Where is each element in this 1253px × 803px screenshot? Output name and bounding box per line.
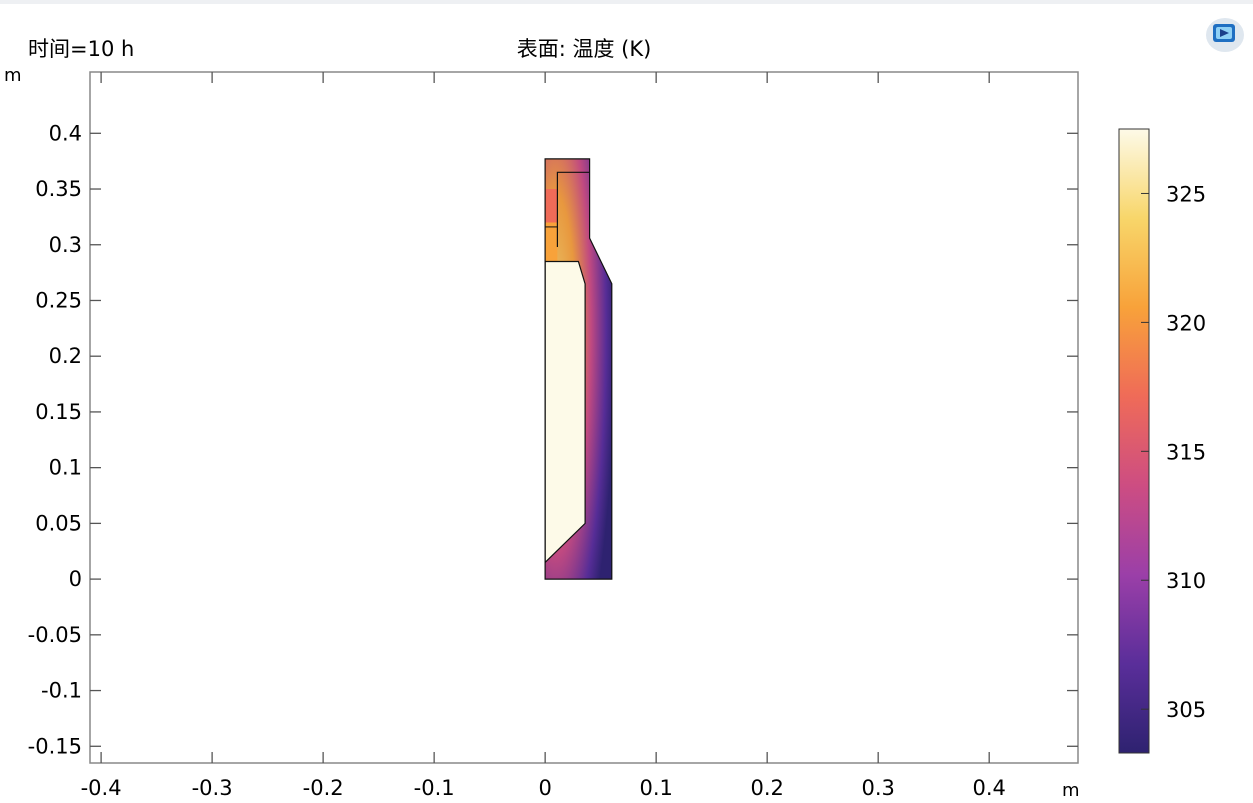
bottle-outline (544, 158, 613, 580)
top-border (0, 0, 1253, 4)
y-tick-label: 0.15 (35, 400, 82, 424)
y-tick-label: 0.25 (35, 288, 82, 312)
x-tick-label: 0.4 (972, 776, 1005, 800)
time-label: 时间=10 h (28, 37, 134, 61)
x-tick-label: -0.1 (414, 776, 455, 800)
y-tick-label: 0.3 (49, 233, 82, 257)
axis-ticks: -0.4 -0.3 -0.2 -0.1 0 0.1 0.2 0.3 0.4 -0.15 -0.1 -0… (28, 72, 1078, 800)
colorbar-tick-label: 305 (1166, 698, 1206, 722)
y-tick-label: 0.35 (35, 177, 82, 201)
x-tick-label: -0.4 (81, 776, 122, 800)
colorbar-tick-label: 310 (1166, 569, 1206, 593)
y-axis-unit: m (4, 65, 22, 86)
y-tick-label: 0.1 (49, 456, 82, 480)
headspace-warm (545, 222, 558, 262)
neck-outline (556, 171, 590, 247)
x-tick-label: -0.2 (303, 776, 344, 800)
y-tick-label: 0.4 (49, 121, 82, 145)
x-tick-label: -0.3 (192, 776, 233, 800)
y-tick-label: -0.15 (28, 734, 82, 758)
colorbar-gradient (1118, 128, 1150, 754)
colorbar-tick-label: 325 (1166, 182, 1206, 206)
colorbar: 305 310 315 320 325 (1118, 128, 1206, 754)
plot-title: 表面: 温度 (K) (517, 37, 652, 61)
liquid-region (544, 260, 586, 564)
neck-warm (545, 189, 558, 223)
colorbar-tick-label: 320 (1166, 311, 1206, 335)
x-tick-label: 0.2 (750, 776, 783, 800)
x-axis-unit: m (1062, 780, 1080, 801)
colorbar-tick-label: 315 (1166, 440, 1206, 464)
x-tick-label: 0 (538, 776, 551, 800)
y-tick-label: -0.1 (41, 679, 82, 703)
temperature-field (544, 158, 613, 580)
y-tick-label: 0.05 (35, 511, 82, 535)
x-tick-label: 0.3 (861, 776, 894, 800)
x-tick-label: 0.1 (639, 776, 672, 800)
y-tick-label: 0.2 (49, 344, 82, 368)
comsol-logo-icon[interactable] (1204, 14, 1246, 54)
y-tick-label: 0 (69, 567, 82, 591)
y-tick-label: -0.05 (28, 623, 82, 647)
